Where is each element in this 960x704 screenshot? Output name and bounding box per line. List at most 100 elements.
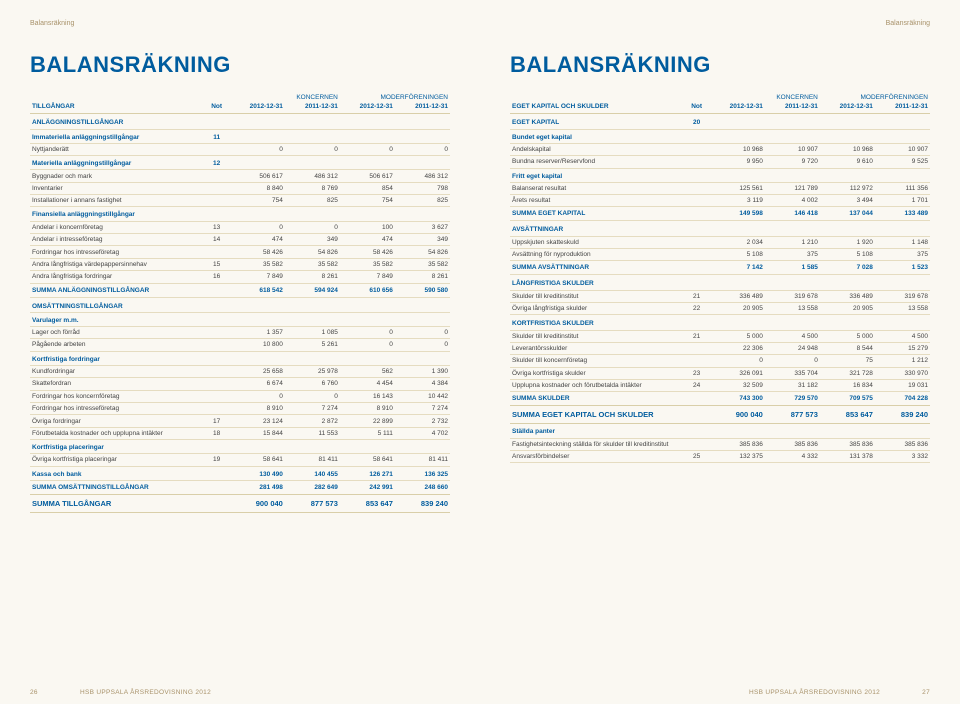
value-cell: [230, 297, 285, 312]
note-cell: [204, 480, 230, 494]
table-row: SUMMA ANLÄGGNINGSTILLGÅNGAR618 542594 92…: [30, 283, 450, 297]
value-cell: 385 836: [710, 438, 765, 450]
row-label: Skulder till kreditinstitut: [510, 290, 684, 302]
row-label: Varulager m.m.: [30, 312, 204, 326]
value-cell: [820, 129, 875, 143]
value-cell: [710, 221, 765, 236]
note-label: Not: [684, 101, 710, 114]
note-cell: [684, 236, 710, 248]
page-number: 26: [30, 689, 38, 696]
value-cell: 15 279: [875, 342, 930, 354]
value-cell: 4 454: [340, 378, 395, 390]
note-cell: [204, 143, 230, 155]
row-label: LÅNGFRISTIGA SKULDER: [510, 275, 684, 290]
table-row: Varulager m.m.: [30, 312, 450, 326]
table-row: Andelskapital10 96810 90710 96810 907: [510, 143, 930, 155]
value-cell: 0: [230, 390, 285, 402]
table-row: Pågående arbeten10 8005 26100: [30, 339, 450, 351]
value-cell: [395, 297, 450, 312]
value-cell: [820, 424, 875, 438]
value-cell: 11 553: [285, 427, 340, 439]
table-row: Fastighetsinteckning ställda för skulder…: [510, 438, 930, 450]
value-cell: 349: [395, 234, 450, 246]
note-cell: [204, 378, 230, 390]
table-row: AVSÄTTNINGAR: [510, 221, 930, 236]
row-label: Upplupna kostnader och förutbetalda intä…: [510, 380, 684, 392]
value-cell: 754: [340, 195, 395, 207]
note-cell: 14: [204, 234, 230, 246]
value-cell: 137 044: [820, 207, 875, 221]
value-cell: 877 573: [765, 406, 820, 424]
table-row: Upplupna kostnader och förutbetalda intä…: [510, 380, 930, 392]
value-cell: [340, 351, 395, 365]
col-group: KONCERNEN: [710, 92, 820, 101]
row-label: Fritt eget kapital: [510, 168, 684, 182]
row-label: Byggnader och mark: [30, 170, 204, 182]
table-row: ANLÄGGNINGSTILLGÅNGAR: [30, 114, 450, 129]
row-label: ANLÄGGNINGSTILLGÅNGAR: [30, 114, 204, 129]
value-cell: 336 489: [820, 290, 875, 302]
value-cell: 319 678: [765, 290, 820, 302]
table-row: SUMMA AVSÄTTNINGAR7 1421 5857 0281 523: [510, 261, 930, 275]
table-row: Byggnader och mark506 617486 312506 6174…: [30, 170, 450, 182]
value-cell: 319 678: [875, 290, 930, 302]
row-label: Övriga fordringar: [30, 415, 204, 427]
value-cell: [395, 440, 450, 454]
value-cell: 0: [340, 326, 395, 338]
value-cell: 8 261: [285, 271, 340, 283]
note-cell: 17: [204, 415, 230, 427]
note-cell: [204, 390, 230, 402]
note-cell: [204, 339, 230, 351]
value-cell: 35 582: [340, 258, 395, 270]
note-cell: [684, 143, 710, 155]
value-cell: 0: [230, 221, 285, 233]
note-cell: [204, 326, 230, 338]
value-cell: 729 570: [765, 392, 820, 406]
table-row: Kortfristiga placeringar: [30, 440, 450, 454]
value-cell: [710, 129, 765, 143]
table-row: LÅNGFRISTIGA SKULDER: [510, 275, 930, 290]
table-row: Ställda panter: [510, 424, 930, 438]
note-cell: [204, 466, 230, 480]
value-cell: 590 580: [395, 283, 450, 297]
value-cell: 9 525: [875, 156, 930, 168]
row-label: Fordringar hos koncernföretag: [30, 390, 204, 402]
row-label: Pågående arbeten: [30, 339, 204, 351]
row-label: Lager och förråd: [30, 326, 204, 338]
note-cell: 21: [684, 290, 710, 302]
value-cell: 0: [395, 326, 450, 338]
value-cell: [230, 156, 285, 170]
value-cell: [285, 297, 340, 312]
table-row: Uppskjuten skatteskuld2 0341 2101 9201 1…: [510, 236, 930, 248]
right-page: Balansräkning BALANSRÄKNING KONCERNEN MO…: [480, 0, 960, 704]
value-cell: [875, 168, 930, 182]
value-cell: 877 573: [285, 494, 340, 512]
table-row: Avsättning för nyproduktion5 1083755 108…: [510, 249, 930, 261]
value-cell: 8 840: [230, 182, 285, 194]
row-label: SUMMA TILLGÅNGAR: [30, 494, 204, 512]
table-row: Andra långfristiga värdepappersinnehav15…: [30, 258, 450, 270]
value-cell: [765, 221, 820, 236]
value-cell: 146 418: [765, 207, 820, 221]
value-cell: [230, 129, 285, 143]
value-cell: [230, 351, 285, 365]
note-cell: [204, 207, 230, 221]
value-cell: 853 647: [340, 494, 395, 512]
table-row: Andelar i intresseföretag14474349474349: [30, 234, 450, 246]
value-cell: 8 910: [340, 402, 395, 414]
value-cell: [285, 351, 340, 365]
value-cell: 130 490: [230, 466, 285, 480]
value-cell: 839 240: [875, 406, 930, 424]
table-row: Övriga långfristiga skulder2220 90513 55…: [510, 302, 930, 314]
value-cell: [340, 114, 395, 129]
value-cell: 349: [285, 234, 340, 246]
heading-assets: TILLGÅNGAR: [30, 101, 204, 114]
row-label: Förutbetalda kostnader och upplupna intä…: [30, 427, 204, 439]
table-row: Övriga kortfristiga skulder23326 091335 …: [510, 367, 930, 379]
value-cell: 112 972: [820, 182, 875, 194]
row-label: Ställda panter: [510, 424, 684, 438]
value-cell: 58 426: [340, 246, 395, 258]
table-row: Fordringar hos intresseföretag8 9107 274…: [30, 402, 450, 414]
value-cell: [875, 114, 930, 129]
value-cell: 19 031: [875, 380, 930, 392]
